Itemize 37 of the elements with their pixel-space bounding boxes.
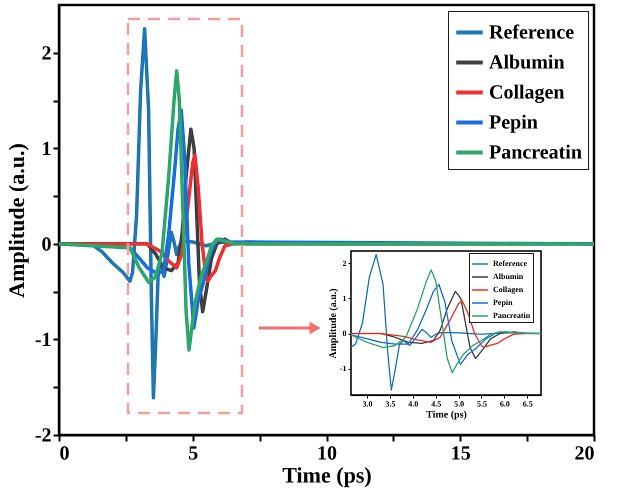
x-tick-label: 4.0 [408,400,418,408]
y-tick-label: 1 [42,138,52,160]
legend-label: Pepin [493,298,514,307]
y-tick-label: 0 [342,329,346,338]
y-tick-label: 2 [342,258,346,268]
x-tick-label: 5.5 [476,400,487,408]
x-tick-label: 5 [188,442,198,464]
x-tick-label: 3.5 [385,400,396,408]
line-series [350,269,542,374]
x-tick-label: 15 [450,442,471,464]
y-tick-label: -1 [340,364,346,374]
x-tick-label: 20 [574,442,594,464]
legend-label: Pancreatin [493,311,531,320]
legend-label: Pancreatin [489,142,582,164]
legend-label: Reference [493,259,528,268]
x-tick-label: 6.0 [500,400,510,408]
x-tick-label: 3.0 [362,400,373,408]
x-tick-label: 0 [60,442,70,464]
x-tick-label: 5.0 [454,400,464,408]
legend-label: Collagen [493,285,524,294]
y-tick-label: 1 [342,294,346,303]
y-tick-label: 2 [42,42,52,64]
y-tick-label: -2 [34,424,52,446]
y-tick-label: 0 [42,233,52,256]
y-axis-title: Amplitude (a.u.) [4,143,29,298]
x-axis-title: Time (ps) [282,462,372,488]
legend-label: Albumin [493,272,524,281]
y-axis-title: Amplitude (a.u.) [328,288,339,359]
legend-label: Albumin [489,52,565,74]
x-tick-label: 4.5 [431,400,442,408]
y-tick-label: -1 [34,328,52,351]
legend-label: Reference [489,22,574,44]
x-tick-label: 10 [317,442,337,464]
x-tick-label: 6.5 [522,400,533,408]
legend-label: Collagen [489,82,565,104]
x-axis-title: Time (ps) [426,410,467,420]
legend-label: Pepin [489,112,538,134]
